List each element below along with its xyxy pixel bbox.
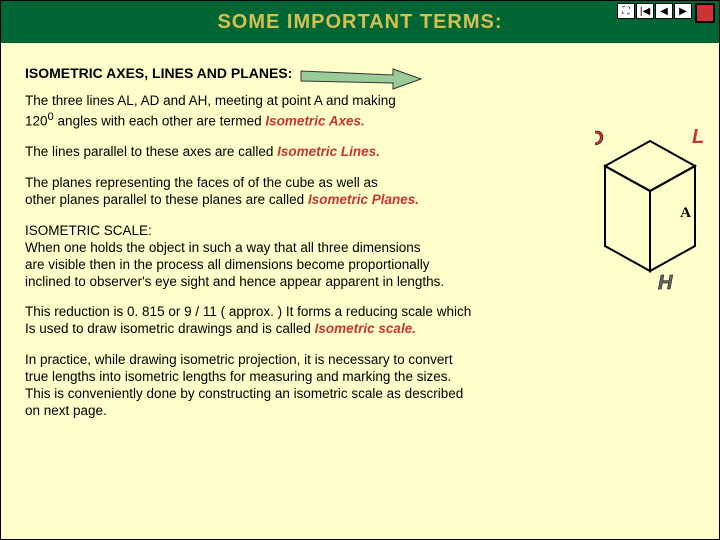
paragraph-4: ISOMETRIC SCALE: When one holds the obje…	[25, 223, 655, 291]
page-title: SOME IMPORTANT TERMS:	[217, 11, 502, 34]
text: true lengths into isometric lengths for …	[25, 369, 451, 384]
label-A: A	[680, 205, 691, 222]
label-D: D	[595, 128, 603, 150]
section-title-2: ISOMETRIC SCALE:	[25, 223, 152, 238]
next-icon[interactable]: ▶	[674, 3, 692, 19]
nav-controls: ⛶ |◀ ◀ ▶	[617, 3, 715, 23]
text: In practice, while drawing isometric pro…	[25, 352, 453, 367]
text: The lines parallel to these axes are cal…	[25, 144, 277, 159]
text: Is used to draw isometric drawings and i…	[25, 321, 315, 336]
text: inclined to observer's eye sight and hen…	[25, 274, 444, 289]
text: This is conveniently done by constructin…	[25, 386, 463, 401]
term-isometric-planes: Isometric Planes.	[308, 192, 419, 207]
paragraph-2: The lines parallel to these axes are cal…	[25, 144, 585, 161]
text: This reduction is 0. 815 or 9 / 11 ( app…	[25, 304, 471, 319]
paragraph-3: The planes representing the faces of of …	[25, 175, 585, 209]
text: The planes representing the faces of of …	[25, 175, 378, 190]
prev-icon[interactable]: ◀	[655, 3, 673, 19]
text: angles with each other are termed	[54, 113, 266, 128]
term-isometric-lines: Isometric Lines.	[277, 144, 380, 159]
paragraph-1: The three lines AL, AD and AH, meeting a…	[25, 93, 595, 130]
isometric-cube-diagram: L D H	[595, 111, 705, 296]
paragraph-6: In practice, while drawing isometric pro…	[25, 352, 655, 420]
expand-icon[interactable]: ⛶	[617, 3, 635, 19]
term-isometric-scale: Isometric scale.	[315, 321, 416, 336]
content-area: ISOMETRIC AXES, LINES AND PLANES: The th…	[1, 43, 719, 456]
first-icon[interactable]: |◀	[636, 3, 654, 19]
text: 120	[25, 113, 48, 128]
text: are visible then in the process all dime…	[25, 257, 429, 272]
text: other planes parallel to these planes ar…	[25, 192, 308, 207]
header-bar: SOME IMPORTANT TERMS: ⛶ |◀ ◀ ▶	[1, 1, 719, 43]
paragraph-5: This reduction is 0. 815 or 9 / 11 ( app…	[25, 304, 655, 338]
text: When one holds the object in such a way …	[25, 240, 420, 255]
stop-button[interactable]	[695, 3, 715, 23]
arrow-icon	[297, 65, 427, 98]
label-L: L	[692, 126, 704, 148]
text: on next page.	[25, 403, 107, 418]
term-isometric-axes: Isometric Axes.	[265, 113, 364, 128]
label-H: H	[658, 272, 673, 291]
